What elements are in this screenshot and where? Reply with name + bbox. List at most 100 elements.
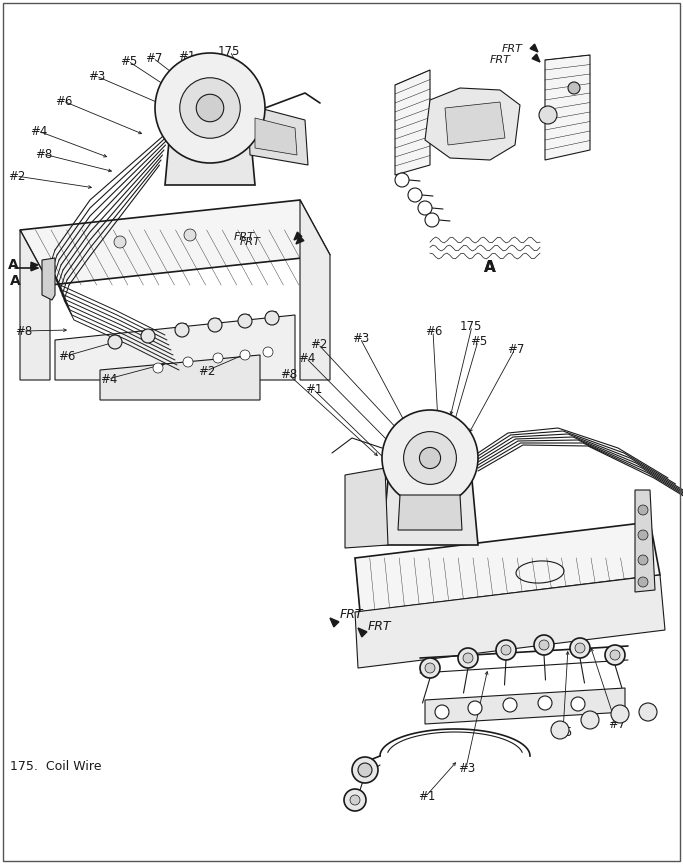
Text: #5: #5 <box>470 335 487 348</box>
Text: #1: #1 <box>305 383 322 396</box>
Text: FRT: FRT <box>234 232 255 242</box>
Circle shape <box>539 640 549 650</box>
Polygon shape <box>294 232 302 240</box>
Polygon shape <box>31 265 38 270</box>
Circle shape <box>175 323 189 337</box>
Text: #2: #2 <box>8 170 25 183</box>
Text: #6: #6 <box>55 95 72 108</box>
Text: #2: #2 <box>310 338 327 351</box>
Circle shape <box>581 711 599 729</box>
Circle shape <box>350 795 360 805</box>
Circle shape <box>638 577 648 587</box>
Polygon shape <box>330 618 339 627</box>
Circle shape <box>605 645 625 665</box>
Text: #7: #7 <box>507 343 525 356</box>
Polygon shape <box>425 688 625 724</box>
Polygon shape <box>635 490 655 592</box>
Polygon shape <box>425 88 520 160</box>
Polygon shape <box>20 230 50 380</box>
Text: FRT: FRT <box>240 237 261 247</box>
Circle shape <box>263 347 273 357</box>
Circle shape <box>571 697 585 711</box>
Text: #8: #8 <box>35 148 53 161</box>
Circle shape <box>213 353 223 363</box>
Text: #3: #3 <box>88 70 105 83</box>
Circle shape <box>240 350 250 360</box>
Polygon shape <box>445 102 505 145</box>
Text: FRT: FRT <box>502 44 523 54</box>
Text: 175: 175 <box>218 45 240 58</box>
Polygon shape <box>300 200 330 380</box>
Text: A: A <box>484 260 496 275</box>
Circle shape <box>610 650 620 660</box>
Circle shape <box>358 763 372 777</box>
Circle shape <box>382 410 478 506</box>
Circle shape <box>208 318 222 332</box>
Text: #8: #8 <box>280 368 297 381</box>
Circle shape <box>180 78 240 138</box>
Text: #7: #7 <box>608 718 626 731</box>
Circle shape <box>344 789 366 811</box>
Circle shape <box>425 213 439 227</box>
Circle shape <box>570 638 590 658</box>
Text: A: A <box>484 260 496 275</box>
Text: #4: #4 <box>100 373 117 386</box>
Polygon shape <box>20 200 330 285</box>
Circle shape <box>458 648 478 668</box>
Circle shape <box>155 53 265 163</box>
Polygon shape <box>296 236 304 244</box>
Polygon shape <box>255 118 297 155</box>
Text: #5: #5 <box>555 726 572 739</box>
Circle shape <box>419 448 441 468</box>
Text: #6: #6 <box>58 350 75 363</box>
Polygon shape <box>545 55 590 160</box>
Polygon shape <box>31 262 38 268</box>
Circle shape <box>425 663 435 673</box>
Circle shape <box>435 705 449 719</box>
Circle shape <box>463 653 473 663</box>
Circle shape <box>196 94 224 122</box>
Text: #6: #6 <box>425 325 443 338</box>
Circle shape <box>420 658 440 678</box>
Circle shape <box>153 363 163 373</box>
Text: 175: 175 <box>460 320 482 333</box>
Circle shape <box>551 721 569 739</box>
Circle shape <box>611 705 629 723</box>
Polygon shape <box>355 522 660 612</box>
Text: #5: #5 <box>120 55 137 68</box>
Circle shape <box>108 335 122 349</box>
Circle shape <box>638 505 648 515</box>
Circle shape <box>468 701 482 715</box>
Polygon shape <box>395 70 430 175</box>
Circle shape <box>501 645 511 655</box>
Circle shape <box>114 236 126 248</box>
Text: A: A <box>10 274 20 288</box>
Circle shape <box>575 643 585 653</box>
Polygon shape <box>382 480 478 545</box>
Polygon shape <box>345 468 388 548</box>
Text: A: A <box>8 258 18 272</box>
Polygon shape <box>55 315 295 380</box>
Polygon shape <box>248 105 308 165</box>
Text: #7: #7 <box>145 52 163 65</box>
Circle shape <box>265 311 279 325</box>
Text: #4: #4 <box>298 352 316 365</box>
Text: FRT: FRT <box>368 620 391 633</box>
Text: #2: #2 <box>198 365 215 378</box>
Circle shape <box>395 173 409 187</box>
Text: #1: #1 <box>178 50 195 63</box>
Circle shape <box>539 106 557 124</box>
Circle shape <box>404 432 456 485</box>
Circle shape <box>639 703 657 721</box>
Circle shape <box>418 201 432 215</box>
Polygon shape <box>358 628 367 637</box>
Circle shape <box>503 698 517 712</box>
Circle shape <box>568 82 580 94</box>
Text: 175.  Coil Wire: 175. Coil Wire <box>10 760 102 773</box>
Circle shape <box>534 635 554 655</box>
Polygon shape <box>530 44 538 52</box>
Polygon shape <box>532 54 540 62</box>
Circle shape <box>352 757 378 783</box>
Polygon shape <box>398 495 462 530</box>
Circle shape <box>638 555 648 565</box>
